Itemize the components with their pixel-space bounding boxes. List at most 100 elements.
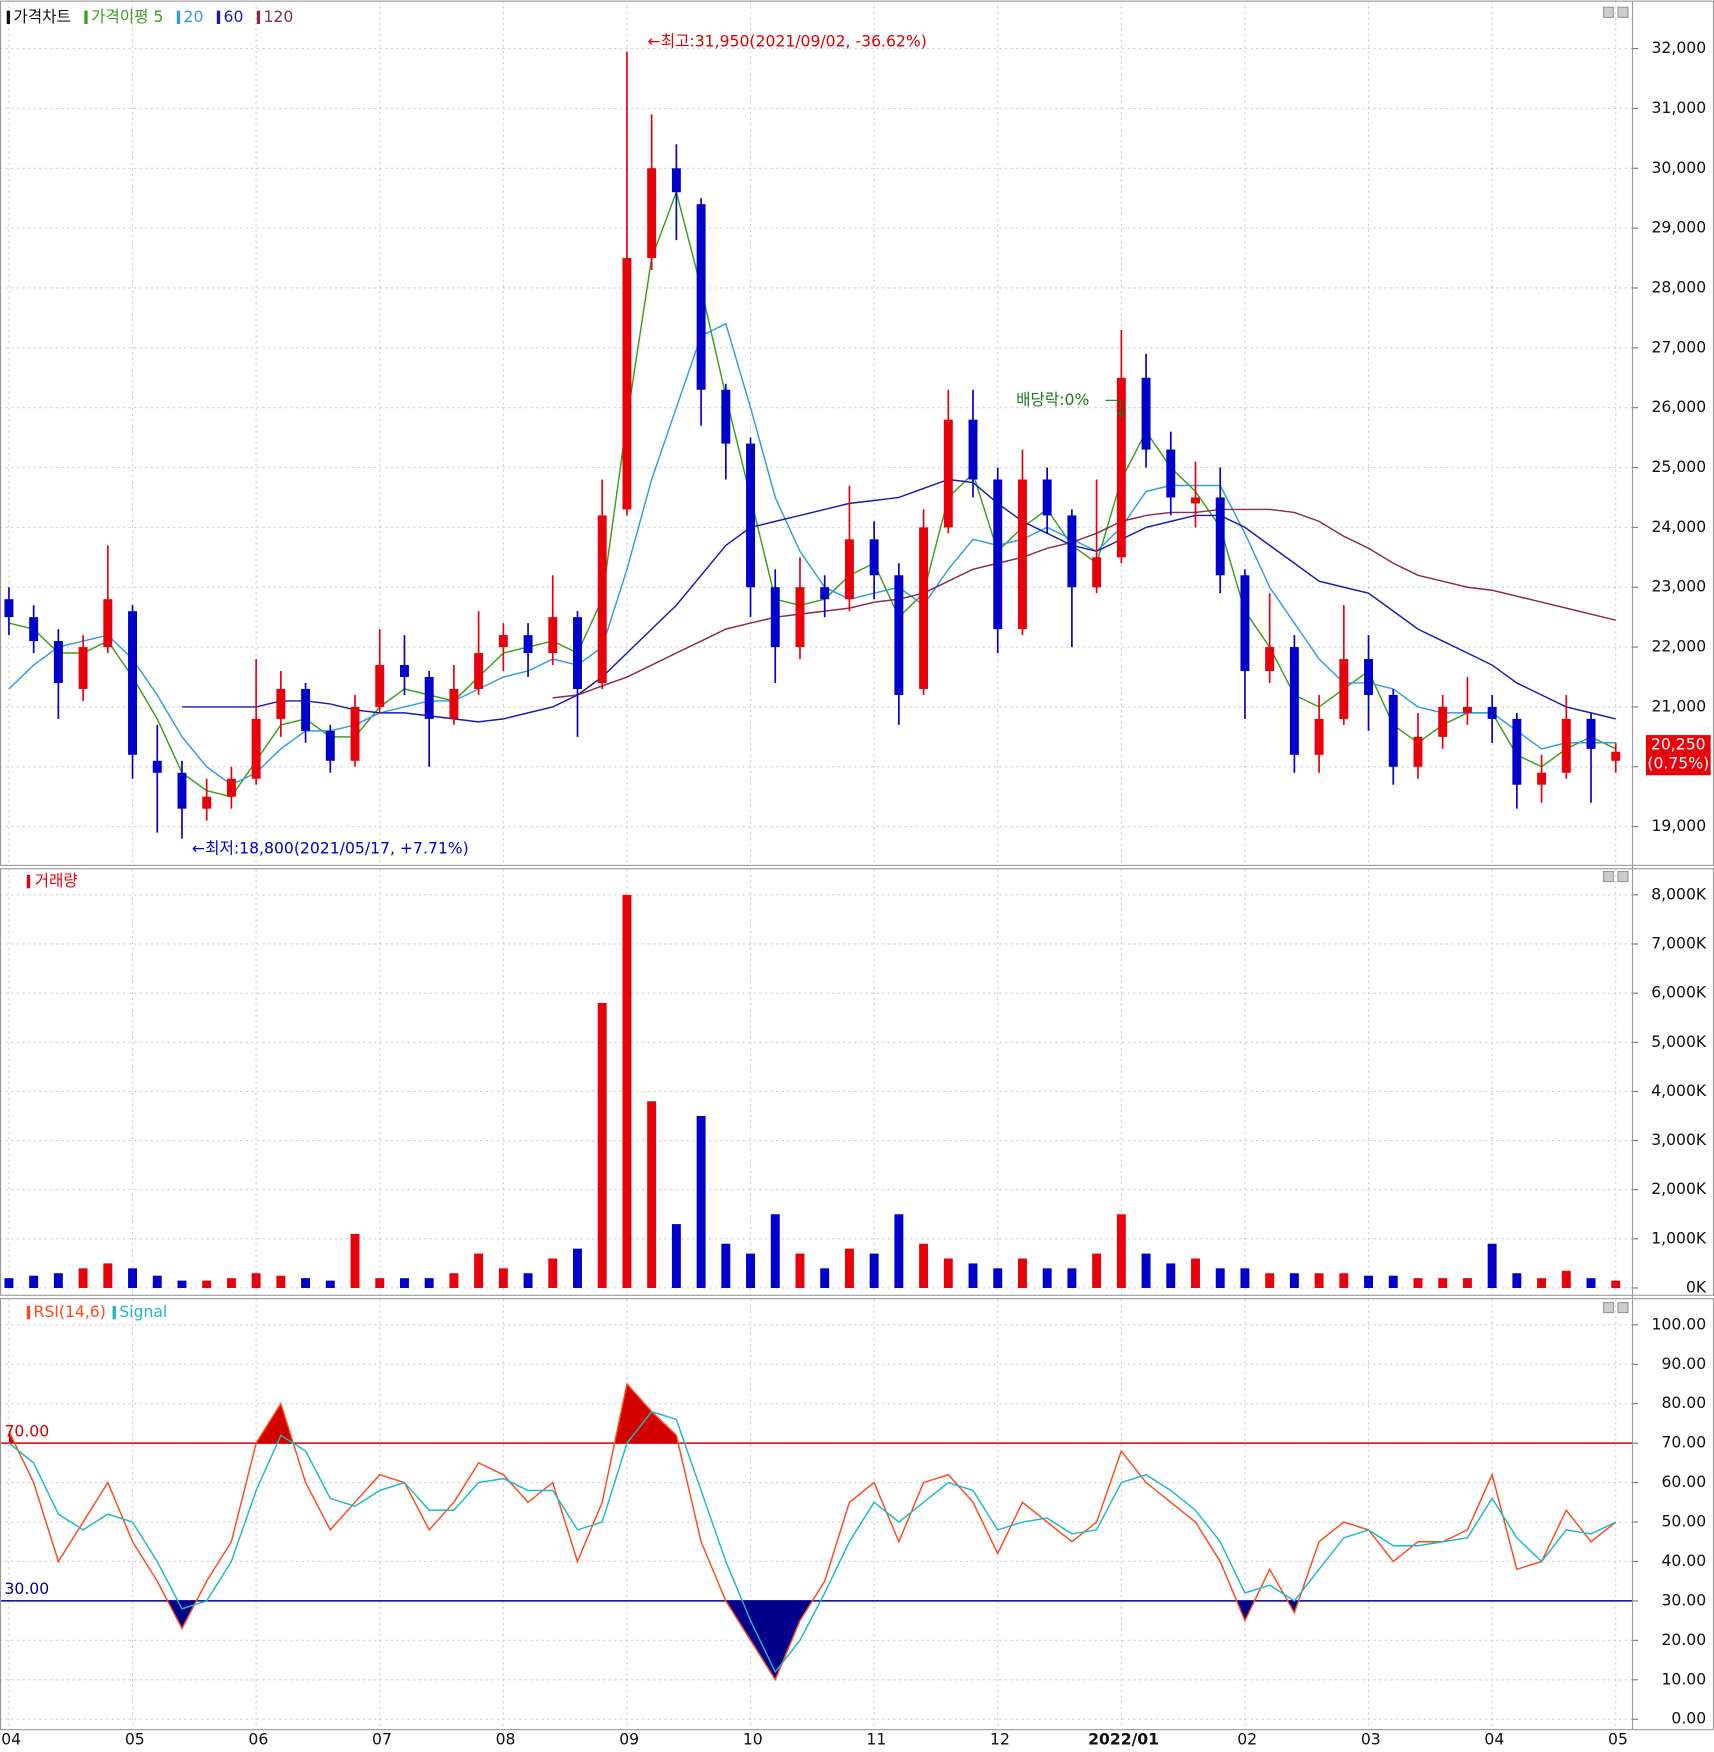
volume-bar (1265, 1273, 1275, 1288)
candle-body (276, 688, 286, 719)
volume-bar (746, 1253, 756, 1288)
volume-bar (1438, 1278, 1448, 1288)
y-tick-label: 5,000K (1651, 1032, 1707, 1051)
legend-label: 가격차트 (13, 7, 70, 26)
volume-bar (696, 1115, 706, 1288)
candle-body (1413, 736, 1423, 767)
candle-body (53, 641, 63, 683)
volume-bar (1289, 1273, 1299, 1288)
volume-bar (375, 1278, 385, 1288)
candle-body (498, 635, 508, 648)
volume-bar (622, 894, 632, 1288)
volume-bar (1364, 1275, 1374, 1288)
volume-bar (1017, 1258, 1027, 1288)
candle-body (449, 688, 459, 719)
candle-body (770, 587, 780, 648)
legend-swatch (176, 10, 181, 25)
y-tick-label: 10.00 (1661, 1669, 1706, 1688)
volume-bar (721, 1243, 731, 1288)
volume-bar (1487, 1243, 1497, 1288)
moving-average-line (182, 478, 1616, 723)
candle-body (1265, 647, 1275, 672)
candle-body (375, 665, 385, 707)
legend-label: 60 (224, 7, 244, 26)
volume-bar (1240, 1268, 1250, 1288)
candle-body (103, 599, 113, 648)
candle-body (350, 706, 360, 761)
candle-body (1289, 647, 1299, 755)
candle-body (1042, 479, 1052, 516)
candle-body (1166, 449, 1176, 498)
candle-body (301, 688, 311, 731)
volume-bar (573, 1248, 582, 1288)
x-tick-label: 05 (1608, 1730, 1628, 1749)
candle-body (226, 778, 236, 797)
candle-body (721, 389, 731, 444)
legend-swatch (6, 10, 11, 25)
y-tick-label: 4,000K (1651, 1081, 1707, 1100)
annotation-dividend: 배당락:0% (1016, 390, 1089, 409)
panel-buttons[interactable] (1602, 6, 1629, 1314)
volume-bar (647, 1101, 657, 1288)
volume-bar (770, 1214, 780, 1288)
volume-bar (474, 1253, 484, 1288)
y-tick-label: 22,000 (1651, 637, 1706, 656)
candle-body (1314, 718, 1324, 755)
candle-body (894, 575, 904, 695)
volume-bar (1339, 1273, 1349, 1288)
panel-frame (0, 868, 1714, 1296)
candle-body (746, 443, 756, 588)
y-tick-label: 29,000 (1651, 218, 1706, 237)
x-tick-label: 05 (125, 1730, 145, 1749)
y-tick-label: 27,000 (1651, 337, 1706, 356)
candle-body (1438, 706, 1448, 737)
y-tick-label: 90.00 (1661, 1354, 1706, 1373)
candle-body (1017, 479, 1027, 630)
volume-bar (498, 1268, 508, 1288)
candle-body (1116, 377, 1126, 558)
volume-bar (548, 1258, 558, 1288)
candle-body (1537, 772, 1547, 785)
candle-body (152, 760, 162, 773)
panel-frame (0, 0, 1714, 866)
candle-body (622, 258, 632, 510)
volume-bar (671, 1224, 681, 1288)
x-tick-label: 10 (743, 1730, 763, 1749)
x-tick-label: 07 (372, 1730, 392, 1749)
candle-body (597, 515, 607, 683)
candle-body (795, 587, 805, 648)
last-change: (0.75%) (1647, 754, 1709, 773)
candle-body (128, 611, 137, 755)
legend-label: 120 (263, 7, 293, 26)
volume-bar (78, 1268, 88, 1288)
y-tick-label: 26,000 (1651, 397, 1706, 416)
legend-swatch (84, 10, 88, 25)
volume-bar (523, 1273, 533, 1288)
volume-bar (301, 1278, 311, 1288)
candle-body (1364, 659, 1374, 695)
candle-body (78, 647, 88, 689)
annotation-high: ←최고:31,950(2021/09/02, -36.62%) (648, 31, 927, 50)
candle-body (943, 419, 953, 528)
candle-body (1388, 694, 1398, 767)
legend-label: 20 (184, 7, 204, 26)
y-tick-label: 30,000 (1651, 158, 1706, 177)
annotation-low: ←최저:18,800(2021/05/17, +7.71%) (192, 839, 469, 858)
y-tick-label: 0K (1686, 1277, 1707, 1296)
candle-body (1339, 659, 1349, 719)
volume-bar (399, 1278, 409, 1288)
volume-bar (1215, 1268, 1225, 1288)
panel-frame (0, 1298, 1714, 1731)
volume-bar (226, 1278, 236, 1288)
x-tick-label: 02 (1237, 1730, 1257, 1749)
annotation-arrow (1105, 399, 1127, 419)
y-tick-label: 28,000 (1651, 277, 1706, 296)
volume-bar (350, 1233, 360, 1288)
candle-body (325, 730, 335, 761)
volume-bar (1042, 1268, 1052, 1288)
candle-body (968, 419, 978, 480)
y-tick-label: 70.00 (1661, 1433, 1706, 1452)
candle-body (1215, 497, 1225, 576)
candle-body (399, 665, 409, 678)
x-tick-label: 11 (866, 1730, 886, 1749)
